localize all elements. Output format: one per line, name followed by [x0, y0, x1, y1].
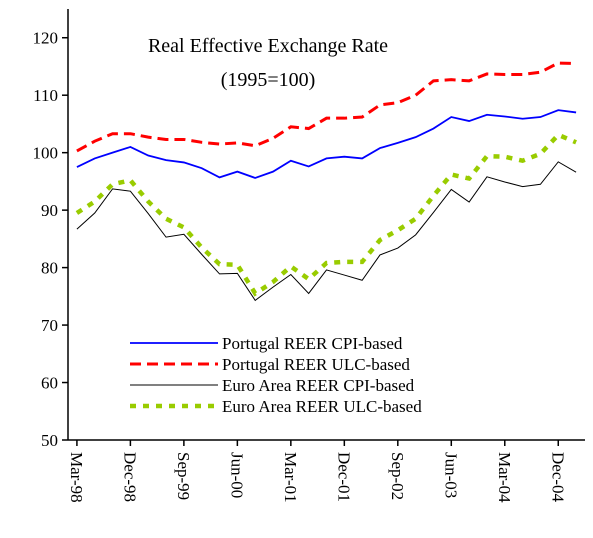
x-tick-label: Sep-99 [174, 452, 193, 500]
x-tick-label: Dec-01 [334, 452, 353, 502]
x-tick-label: Dec-98 [120, 452, 139, 502]
y-tick-label: 60 [41, 374, 58, 393]
legend-label: Portugal REER CPI-based [222, 334, 403, 353]
x-tick-label: Mar-04 [495, 452, 514, 503]
x-tick-label: Jun-03 [441, 452, 460, 498]
y-tick-label: 50 [41, 431, 58, 450]
legend-label: Portugal REER ULC-based [222, 355, 410, 374]
x-tick-label: Jun-00 [227, 452, 246, 498]
series-line [75, 132, 577, 297]
y-tick-label: 70 [41, 316, 58, 335]
x-tick-label: Sep-02 [388, 452, 407, 500]
chart-subtitle: (1995=100) [221, 69, 316, 91]
legend-label: Euro Area REER ULC-based [222, 397, 422, 416]
y-tick-label: 120 [33, 29, 59, 48]
chart-title: Real Effective Exchange Rate [148, 35, 388, 57]
x-tick-label: Mar-01 [281, 452, 300, 503]
series-line [76, 61, 577, 153]
y-tick-label: 80 [41, 259, 58, 278]
y-tick-label: 110 [33, 86, 58, 105]
series-line [76, 109, 577, 179]
legend-label: Euro Area REER CPI-based [222, 376, 415, 395]
y-tick-label: 100 [33, 144, 59, 163]
y-tick-label: 90 [41, 201, 58, 220]
x-tick-label: Mar-98 [67, 452, 86, 503]
x-tick-label: Dec-04 [548, 452, 567, 503]
series-line [76, 161, 577, 302]
